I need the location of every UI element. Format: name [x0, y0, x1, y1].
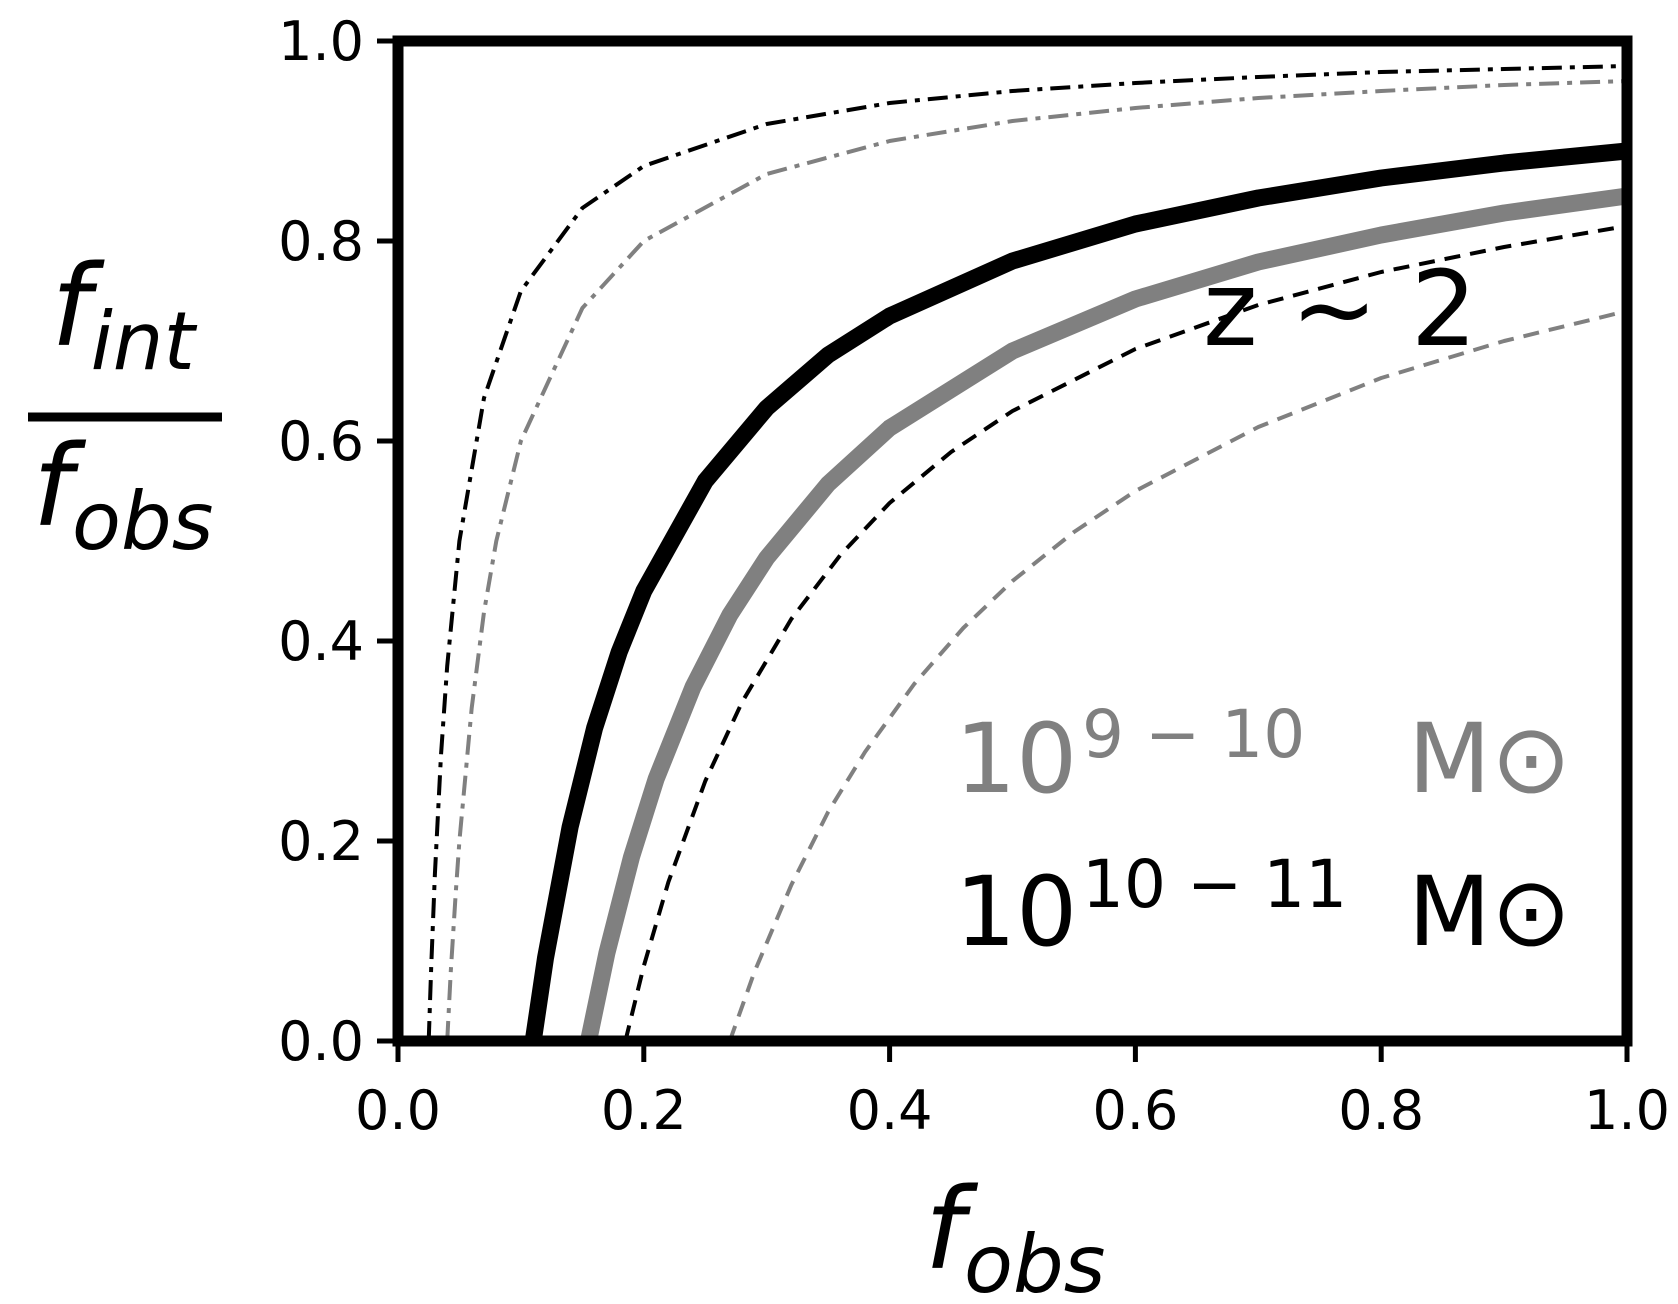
mass-high-exponent: 10 − 11	[1082, 846, 1347, 923]
x-axis-label-sub: obs	[964, 1218, 1105, 1304]
x-tick-label: 0.0	[355, 1079, 441, 1142]
x-tick-label: 0.6	[1092, 1079, 1178, 1142]
series-line-3-solid	[524, 142, 1628, 1043]
y-label-numerator-sub: int	[91, 295, 198, 388]
x-tick-label: 0.2	[601, 1079, 687, 1142]
series-line-4-solid	[580, 187, 1629, 1043]
y-label-denominator-sub: obs	[72, 475, 213, 568]
redshift-label: z ~ 2	[1203, 248, 1477, 370]
mass-high-base: 10	[955, 856, 1077, 968]
x-tick-label: 0.4	[847, 1079, 933, 1142]
y-tick-label: 0.8	[278, 210, 364, 273]
y-label-denominator: fobs	[33, 422, 214, 568]
mass-low-label: 10 9 − 10 M⊙	[955, 696, 1571, 815]
mass-high-unit: M⊙	[1408, 856, 1571, 968]
y-tick-label: 0.2	[278, 810, 364, 873]
x-axis-label: fobs	[925, 1165, 1106, 1304]
plot-frame	[392, 35, 1633, 1047]
series-line-2-dashdot	[445, 79, 1628, 1042]
mass-low-base: 10	[955, 703, 1077, 815]
mass-high-label: 10 10 − 11 M⊙	[955, 846, 1571, 968]
tick-layer: 0.0 0.2 0.4 0.6 0.8 1.0 0.0 0.2 0.4 0.6 0.8 1.0	[278, 10, 1670, 1142]
mass-low-exponent: 9 − 10	[1082, 696, 1305, 773]
y-label-numerator: fint	[51, 242, 197, 388]
mass-low-unit: M⊙	[1408, 703, 1571, 815]
series-layer	[426, 64, 1629, 1043]
series-line-6-dashed	[727, 309, 1628, 1042]
series-line-5-dashed	[623, 224, 1628, 1042]
y-tick-label: 1.0	[278, 10, 364, 73]
y-tick-label: 0.6	[278, 410, 364, 473]
x-tick-label: 0.8	[1338, 1079, 1424, 1142]
y-axis-label: fint fobs	[28, 242, 222, 568]
x-tick-label: 1.0	[1584, 1079, 1670, 1142]
plot-area	[398, 36, 1632, 1046]
y-tick-label: 0.0	[278, 1010, 364, 1073]
y-tick-label: 0.4	[278, 610, 364, 673]
